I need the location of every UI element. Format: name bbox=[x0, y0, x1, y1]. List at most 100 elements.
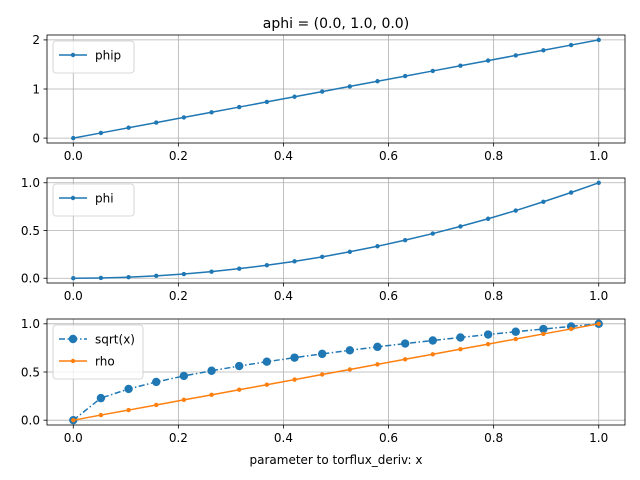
data-point bbox=[181, 271, 187, 277]
data-point bbox=[71, 135, 76, 141]
legend: sqrt(x) rho bbox=[52, 324, 144, 380]
data-point bbox=[428, 336, 437, 345]
data-point bbox=[485, 341, 491, 347]
data-point bbox=[98, 275, 104, 281]
data-point bbox=[237, 387, 242, 392]
y-tick-label: 1.0 bbox=[21, 317, 40, 331]
data-point bbox=[402, 357, 408, 362]
data-point bbox=[347, 249, 353, 254]
data-point bbox=[596, 321, 601, 327]
x-tick-label: 0.4 bbox=[274, 149, 293, 163]
x-tick-label: 1.0 bbox=[589, 149, 608, 163]
subplot-3: 0.0 0.2 0.4 0.6 0.8 1.0 0.0 0.5 1.0 sqrt(x) rho bbox=[21, 317, 626, 445]
series-line-phi bbox=[73, 182, 599, 279]
legend-swatch-marker bbox=[68, 334, 78, 344]
data-point bbox=[292, 259, 297, 264]
y-tick-label: 1 bbox=[32, 82, 40, 96]
data-point bbox=[237, 266, 242, 271]
data-point bbox=[292, 94, 297, 99]
data-point bbox=[402, 237, 408, 243]
data-point bbox=[430, 68, 435, 74]
data-point bbox=[373, 342, 382, 352]
data-point bbox=[319, 372, 325, 377]
legend-label: phi bbox=[95, 192, 114, 206]
data-point bbox=[430, 231, 435, 236]
data-point bbox=[154, 273, 159, 279]
legend-label: sqrt(x) bbox=[95, 333, 135, 347]
data-point bbox=[181, 397, 187, 403]
y-tick-label: 0.0 bbox=[21, 272, 40, 286]
data-point bbox=[375, 244, 380, 249]
data-point bbox=[235, 361, 244, 371]
data-point bbox=[71, 417, 76, 423]
x-tick-label: 0.2 bbox=[169, 149, 188, 163]
legend-box bbox=[52, 40, 135, 74]
data-point bbox=[539, 324, 548, 334]
data-point bbox=[568, 326, 574, 332]
legend: phi bbox=[52, 183, 135, 217]
data-point bbox=[290, 353, 299, 362]
data-point bbox=[541, 48, 546, 53]
x-tick-label: 0.6 bbox=[379, 431, 398, 445]
y-tick-label: 0 bbox=[32, 131, 40, 145]
x-tick-label: 0.8 bbox=[484, 431, 503, 445]
series-line-rho bbox=[73, 323, 599, 421]
data-point bbox=[209, 269, 214, 274]
data-point bbox=[541, 199, 546, 204]
data-point bbox=[513, 336, 518, 342]
legend-swatch-marker bbox=[70, 52, 76, 58]
data-point bbox=[458, 224, 463, 229]
data-point bbox=[209, 392, 214, 398]
data-point bbox=[317, 349, 327, 359]
legend-label: phip bbox=[95, 49, 121, 63]
data-point bbox=[375, 79, 380, 84]
x-tick-label: 0.0 bbox=[64, 149, 83, 163]
data-point bbox=[96, 393, 106, 403]
subplot-2: 0.0 0.2 0.4 0.6 0.8 1.0 0.0 0.5 1.0 phi bbox=[21, 176, 626, 303]
figure-title: aphi = (0.0, 1.0, 0.0) bbox=[263, 16, 409, 32]
data-point bbox=[596, 37, 601, 43]
series-line-sqrt(x) bbox=[72, 323, 599, 421]
data-point bbox=[513, 53, 518, 58]
legend-swatch-marker bbox=[70, 195, 76, 201]
x-tick-label: 0.6 bbox=[379, 289, 398, 303]
legend: phip bbox=[52, 40, 135, 74]
y-tick-label: 0.5 bbox=[21, 224, 40, 238]
data-point bbox=[264, 382, 270, 387]
y-tick-label: 2 bbox=[32, 33, 40, 47]
x-tick-label: 1.0 bbox=[589, 431, 608, 445]
data-point bbox=[375, 362, 380, 367]
data-point bbox=[264, 99, 270, 105]
data-point bbox=[126, 407, 131, 413]
x-tick-label: 1.0 bbox=[589, 289, 608, 303]
data-point bbox=[152, 377, 161, 387]
data-point bbox=[98, 412, 104, 418]
data-point bbox=[347, 367, 353, 372]
data-point bbox=[319, 254, 325, 260]
data-point bbox=[154, 402, 159, 408]
data-point bbox=[513, 208, 518, 213]
data-point bbox=[458, 63, 463, 68]
data-point bbox=[98, 130, 104, 136]
data-point bbox=[345, 346, 355, 355]
data-point bbox=[209, 110, 214, 115]
data-point bbox=[154, 120, 159, 125]
data-point bbox=[181, 115, 187, 120]
data-point bbox=[319, 89, 325, 94]
data-point bbox=[262, 357, 272, 366]
data-point bbox=[264, 263, 270, 268]
x-tick-label: 0.2 bbox=[169, 289, 188, 303]
data-point bbox=[485, 58, 491, 63]
legend-box bbox=[52, 183, 135, 217]
y-tick-label: 0.0 bbox=[21, 413, 40, 427]
x-tick-label: 0.2 bbox=[169, 431, 188, 445]
subplot-1: 0.0 0.2 0.4 0.6 0.8 1.0 0 1 2 phip bbox=[32, 33, 626, 163]
data-point bbox=[483, 330, 493, 339]
data-point bbox=[126, 274, 131, 280]
data-point bbox=[541, 331, 546, 337]
y-tick-label: 0.5 bbox=[21, 365, 40, 379]
data-point bbox=[402, 73, 408, 79]
data-point bbox=[347, 84, 353, 89]
